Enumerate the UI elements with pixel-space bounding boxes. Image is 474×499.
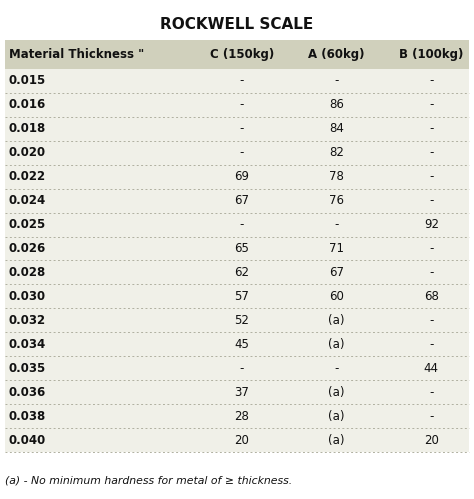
- Text: 78: 78: [329, 170, 344, 183]
- Bar: [5, 141, 469, 165]
- Text: 82: 82: [329, 146, 344, 159]
- Text: -: -: [429, 194, 434, 207]
- Bar: [5, 189, 469, 213]
- Text: 37: 37: [234, 386, 249, 399]
- Text: -: -: [429, 170, 434, 183]
- Bar: [5, 356, 469, 380]
- Text: C (150kg): C (150kg): [210, 48, 274, 61]
- Text: (a): (a): [328, 434, 345, 447]
- Text: -: -: [429, 314, 434, 327]
- Text: 45: 45: [234, 338, 249, 351]
- Text: -: -: [239, 218, 244, 231]
- Text: 0.024: 0.024: [9, 194, 46, 207]
- Text: 65: 65: [234, 242, 249, 255]
- Text: 20: 20: [424, 434, 439, 447]
- Text: 0.040: 0.040: [9, 434, 46, 447]
- Text: 86: 86: [329, 98, 344, 111]
- Text: -: -: [239, 362, 244, 375]
- Text: -: -: [429, 146, 434, 159]
- Bar: [5, 380, 469, 404]
- Text: 60: 60: [329, 290, 344, 303]
- Bar: [5, 237, 469, 260]
- Text: 0.016: 0.016: [9, 98, 46, 111]
- Text: -: -: [239, 146, 244, 159]
- Bar: [5, 213, 469, 237]
- Text: 28: 28: [234, 410, 249, 423]
- Text: -: -: [334, 74, 339, 87]
- Text: 0.028: 0.028: [9, 266, 46, 279]
- Text: -: -: [239, 98, 244, 111]
- Text: 0.034: 0.034: [9, 338, 46, 351]
- Text: -: -: [429, 98, 434, 111]
- Text: 0.018: 0.018: [9, 122, 46, 135]
- Text: -: -: [429, 122, 434, 135]
- Text: 0.030: 0.030: [9, 290, 46, 303]
- Text: 0.026: 0.026: [9, 242, 46, 255]
- Text: -: -: [429, 242, 434, 255]
- Text: ROCKWELL SCALE: ROCKWELL SCALE: [160, 17, 314, 32]
- Text: 62: 62: [234, 266, 249, 279]
- Text: 52: 52: [234, 314, 249, 327]
- Bar: [5, 69, 469, 93]
- Text: 0.022: 0.022: [9, 170, 46, 183]
- Text: 0.036: 0.036: [9, 386, 46, 399]
- Text: 20: 20: [234, 434, 249, 447]
- Bar: [5, 260, 469, 284]
- Bar: [5, 117, 469, 141]
- Text: -: -: [429, 266, 434, 279]
- Bar: [5, 93, 469, 117]
- Text: 0.032: 0.032: [9, 314, 46, 327]
- Text: -: -: [334, 218, 339, 231]
- Text: (a): (a): [328, 314, 345, 327]
- Text: 44: 44: [424, 362, 439, 375]
- Text: -: -: [429, 386, 434, 399]
- Text: -: -: [429, 74, 434, 87]
- Text: 69: 69: [234, 170, 249, 183]
- Text: 57: 57: [234, 290, 249, 303]
- Text: B (100kg): B (100kg): [399, 48, 464, 61]
- Bar: [5, 428, 469, 452]
- Text: 67: 67: [329, 266, 344, 279]
- Text: 84: 84: [329, 122, 344, 135]
- Text: (a): (a): [328, 338, 345, 351]
- Text: 0.020: 0.020: [9, 146, 46, 159]
- Text: A (60kg): A (60kg): [308, 48, 365, 61]
- Bar: [5, 40, 469, 69]
- Bar: [5, 404, 469, 428]
- Text: Material Thickness ": Material Thickness ": [9, 48, 144, 61]
- Text: -: -: [334, 362, 339, 375]
- Bar: [5, 165, 469, 189]
- Text: 0.035: 0.035: [9, 362, 46, 375]
- Bar: [5, 332, 469, 356]
- Text: 0.038: 0.038: [9, 410, 46, 423]
- Text: 71: 71: [329, 242, 344, 255]
- Text: 0.025: 0.025: [9, 218, 46, 231]
- Text: -: -: [429, 410, 434, 423]
- Text: 92: 92: [424, 218, 439, 231]
- Text: -: -: [429, 338, 434, 351]
- Text: (a): (a): [328, 410, 345, 423]
- Text: 76: 76: [329, 194, 344, 207]
- Text: 67: 67: [234, 194, 249, 207]
- Text: 68: 68: [424, 290, 439, 303]
- Text: -: -: [239, 122, 244, 135]
- Text: 0.015: 0.015: [9, 74, 46, 87]
- Bar: [5, 284, 469, 308]
- Text: (a) - No minimum hardness for metal of ≥ thickness.: (a) - No minimum hardness for metal of ≥…: [5, 475, 292, 485]
- Text: (a): (a): [328, 386, 345, 399]
- Text: -: -: [239, 74, 244, 87]
- Bar: [5, 308, 469, 332]
